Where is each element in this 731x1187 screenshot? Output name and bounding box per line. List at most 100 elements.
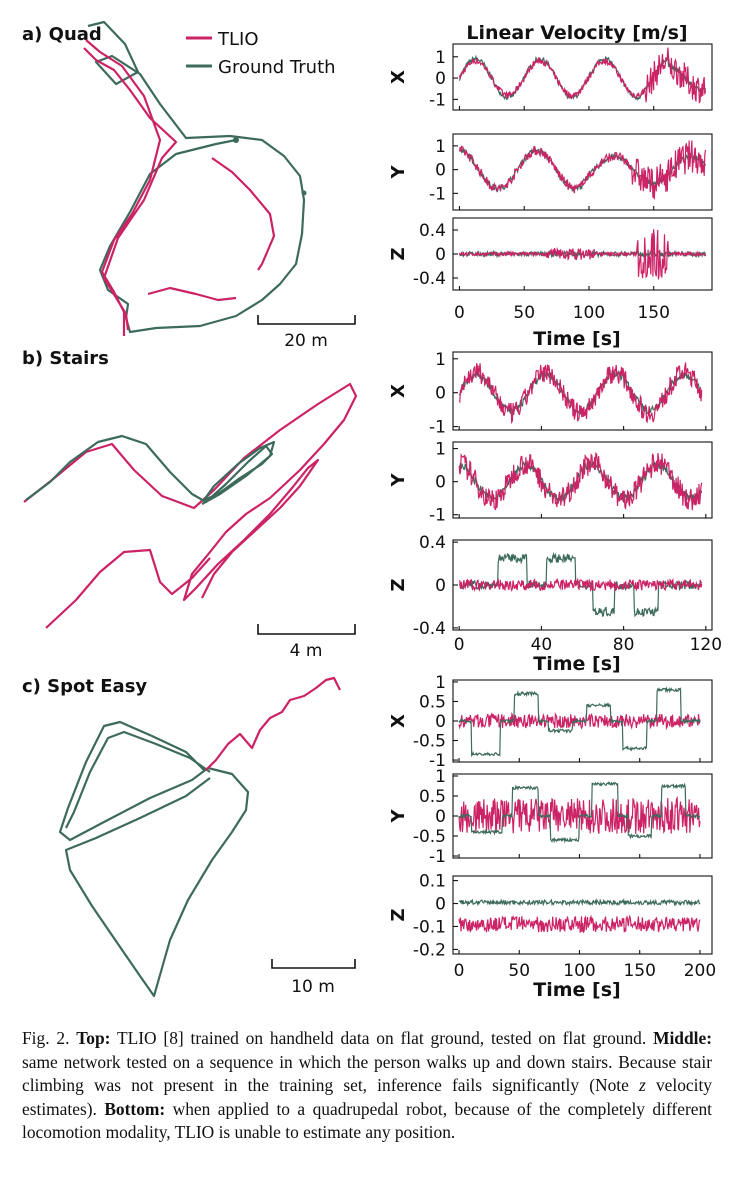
velocity-axes-2-2: 0.1 0-0.1 -0.2 Z (388, 872, 713, 960)
y-tick-label: 1 (435, 440, 446, 460)
y-tick-label: 0 (435, 807, 446, 827)
caption-top-label: Top: (76, 1028, 111, 1048)
scalebar-stairs-label: 4 m (290, 641, 323, 661)
y-axis-label: Y (388, 165, 409, 180)
x-axis-label: Time [s] (533, 979, 620, 1001)
y-tick-label: 1 (435, 48, 446, 68)
y-tick-label: 0.1 (419, 872, 446, 892)
y-tick-label: 1 (435, 767, 446, 787)
x-tick-label: 0 (454, 961, 465, 981)
series-line-gt (458, 898, 701, 907)
velocity-title: Linear Velocity [m/s] (466, 22, 687, 44)
scalebar-stairs: 4 m (257, 624, 356, 661)
y-tick-label: -0.1 (413, 917, 446, 937)
velocity-axes-0-2: 0.4 0 -0.4 Z (388, 217, 713, 291)
scalebar-spot-label: 10 m (291, 977, 335, 997)
y-tick-label: 0 (435, 576, 446, 596)
x-tick-label: 200 (684, 961, 716, 981)
x-tick-label: 150 (637, 303, 669, 323)
series-line-tlio (458, 914, 701, 934)
stairs-ground-truth-path (25, 434, 276, 505)
series-line-tlio (458, 140, 707, 200)
scalebar-stairs-line (257, 624, 356, 635)
caption-fig: Fig. 2. (22, 1028, 70, 1048)
y-tick-label: 0 (435, 895, 446, 915)
x-tick-label: 100 (563, 961, 595, 981)
caption-middle-text2: velocity estimates). (22, 1075, 712, 1119)
x-tick-label: 50 (513, 303, 535, 323)
velocity-axes-0-0: 10-1 X (388, 43, 713, 111)
y-tick-label: -0.2 (413, 940, 446, 960)
y-axis-label: Z (388, 578, 409, 591)
y-tick-label: -1 (429, 506, 446, 526)
panel-b-label: b) Stairs (22, 348, 109, 369)
y-tick-label: -1 (429, 847, 446, 867)
caption-middle-label: Middle: (653, 1028, 712, 1048)
y-tick-label: 1 (435, 673, 446, 693)
figure-caption: Fig. 2. Top: TLIO [8] trained on handhel… (22, 1027, 712, 1145)
spot-tlio-path (205, 676, 341, 771)
legend-tlio-label: TLIO (217, 29, 259, 50)
y-axis-label: X (388, 714, 409, 728)
scalebar-quad-label: 20 m (284, 331, 328, 351)
y-tick-label: 0 (435, 473, 446, 493)
y-tick-label: -0.5 (413, 732, 446, 752)
velocity-axes-2-0: 10.50-0.5-1 X (388, 673, 713, 771)
quad-ground-truth-path (87, 20, 306, 334)
quad-gt-marker-2 (301, 190, 307, 196)
caption-middle-text: same network tested on a sequence in whi… (22, 1051, 712, 1096)
series-line-tlio (458, 47, 707, 104)
series-line-gt (458, 54, 707, 101)
panel-a-label: a) Quad (22, 24, 102, 45)
scalebar-spot: 10 m (271, 959, 356, 997)
x-tick-label: 120 (690, 635, 722, 655)
x-tick-label: 40 (531, 635, 553, 655)
quad-gt-marker-1 (233, 137, 239, 143)
series-line-tlio (458, 452, 703, 511)
y-tick-label: 0.5 (419, 787, 446, 807)
series-line-tlio (458, 362, 703, 425)
series-line-tlio (458, 795, 701, 834)
y-axis-label: X (388, 384, 409, 398)
trajectory-spot (58, 676, 341, 998)
y-tick-label: -0.4 (413, 619, 446, 639)
y-tick-label: 0 (435, 161, 446, 181)
caption-bottom-label: Bottom: (104, 1098, 166, 1119)
panel-c-label: c) Spot Easy (22, 676, 147, 697)
series-line-tlio (458, 711, 701, 731)
y-tick-label: 0 (435, 245, 446, 265)
velocity-axes-1-2: 0.4 0 -0.4 Z (388, 533, 713, 639)
x-axis-label: Time [s] (533, 328, 620, 350)
legend-gt-label: Ground Truth (218, 57, 336, 78)
y-tick-label: -1 (429, 418, 446, 438)
y-axis-label: Z (388, 247, 409, 260)
velocity-axes-2-1: 10.50-0.5-1 Y (388, 767, 713, 867)
scalebar-spot-line (271, 959, 356, 969)
spot-ground-truth-path (58, 720, 250, 998)
series-line-gt (458, 686, 701, 758)
quad-tlio-path (83, 39, 276, 336)
trajectory-quad (83, 20, 307, 336)
legend: TLIO Ground Truth (186, 29, 336, 78)
y-tick-label: 0.4 (419, 533, 446, 553)
axes-frame (452, 441, 713, 519)
velocity-axes-0-1: 1 0 -1 Y (388, 133, 713, 211)
axes-frame (452, 875, 713, 955)
x-tick-label: 0 (454, 635, 465, 655)
y-tick-label: -1 (429, 751, 446, 771)
axes-frame (452, 351, 713, 431)
x-tick-label: 150 (623, 961, 655, 981)
x-tick-label: 0 (454, 303, 465, 323)
caption-bottom-text: when applied to a quadrupedal robot, bec… (22, 1098, 712, 1143)
caption-top-text: TLIO [8] trained on handheld data on fla… (116, 1028, 647, 1048)
x-tick-label: 50 (508, 961, 530, 981)
y-axis-label: Y (388, 809, 409, 824)
x-tick-label: 100 (573, 303, 605, 323)
y-tick-label: 1 (435, 137, 446, 157)
y-tick-label: -1 (429, 184, 446, 204)
trajectory-stairs (23, 382, 358, 629)
series-line-gt (458, 781, 701, 844)
y-tick-label: 1 (435, 350, 446, 370)
y-tick-label: 0 (435, 712, 446, 732)
